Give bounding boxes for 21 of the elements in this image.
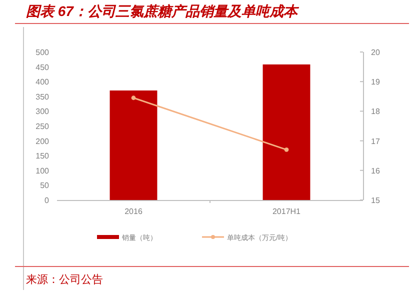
y2-tick-label: 17 [371, 136, 380, 146]
x-tick-label: 2017H1 [272, 207, 302, 216]
y-tick-label: 500 [36, 48, 50, 57]
y-tick-label: 0 [44, 196, 50, 205]
y-tick-label: 300 [36, 107, 50, 116]
y-tick-label: 150 [36, 152, 50, 161]
y2-tick-label: 19 [371, 78, 380, 87]
y-tick-label: 250 [36, 122, 50, 131]
x-tick-label: 2016 [124, 207, 143, 216]
y-tick-label: 50 [40, 181, 50, 190]
chart-title: 图表 67：公司三氯蔗糖产品销量及单吨成本 [26, 3, 300, 19]
y-tick-label: 200 [36, 136, 50, 146]
y-tick-label: 350 [36, 92, 50, 102]
y-tick-label: 400 [36, 78, 50, 87]
y2-tick-label: 18 [371, 107, 380, 116]
y2-tick-label: 20 [371, 48, 380, 57]
y2-tick-label: 16 [371, 166, 380, 176]
source-note: 来源：公司公告 [26, 273, 103, 286]
y-tick-label: 100 [36, 166, 50, 176]
y2-tick-label: 15 [371, 196, 380, 205]
y-tick-label: 450 [36, 62, 50, 72]
